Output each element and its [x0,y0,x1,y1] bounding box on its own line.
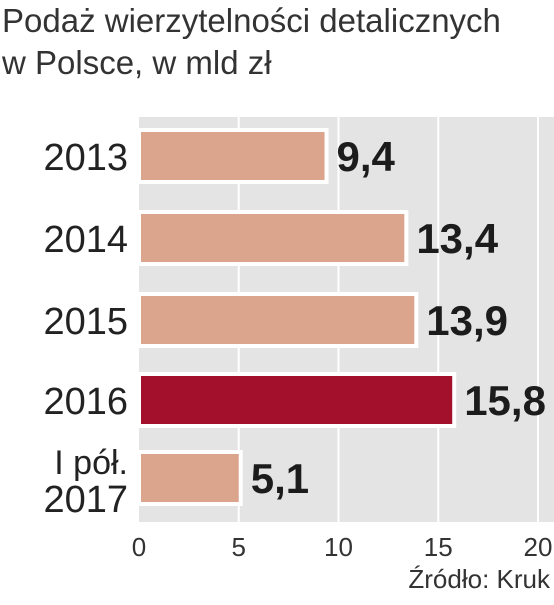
chart-title: Podaż wierzytelności detalicznych w Pols… [2,0,552,84]
x-tick-label-10: 10 [324,532,353,562]
title-line-2: w Polsce, w mld zł [2,44,272,81]
value-label-1: 9,4 [337,133,396,180]
x-tick-label-5: 5 [232,532,246,562]
x-tick-label-0: 0 [132,532,146,562]
category-label-1: 2013 [43,137,128,179]
source-note: Źródło: Kruk [408,564,550,594]
value-label-2: 13,4 [416,215,498,262]
value-label-4: 15,8 [464,377,546,424]
bar-2 [137,210,409,266]
category-label-5-line-2: 2017 [43,479,128,521]
bar-3 [137,292,419,348]
category-label-3: 2015 [43,301,128,343]
x-tick-label-20: 20 [524,532,553,562]
bar-1 [137,128,329,184]
value-label-5: 5,1 [251,455,309,502]
category-label-4: 2016 [43,381,128,423]
bar-4 [137,372,457,428]
value-label-3: 13,9 [426,297,508,344]
x-tick-label-15: 15 [424,532,453,562]
bar-5 [137,450,243,506]
title-line-1: Podaż wierzytelności detalicznych [2,2,501,39]
category-label-5-line-1: I pół. [54,444,128,482]
category-label-2: 2014 [43,219,128,261]
